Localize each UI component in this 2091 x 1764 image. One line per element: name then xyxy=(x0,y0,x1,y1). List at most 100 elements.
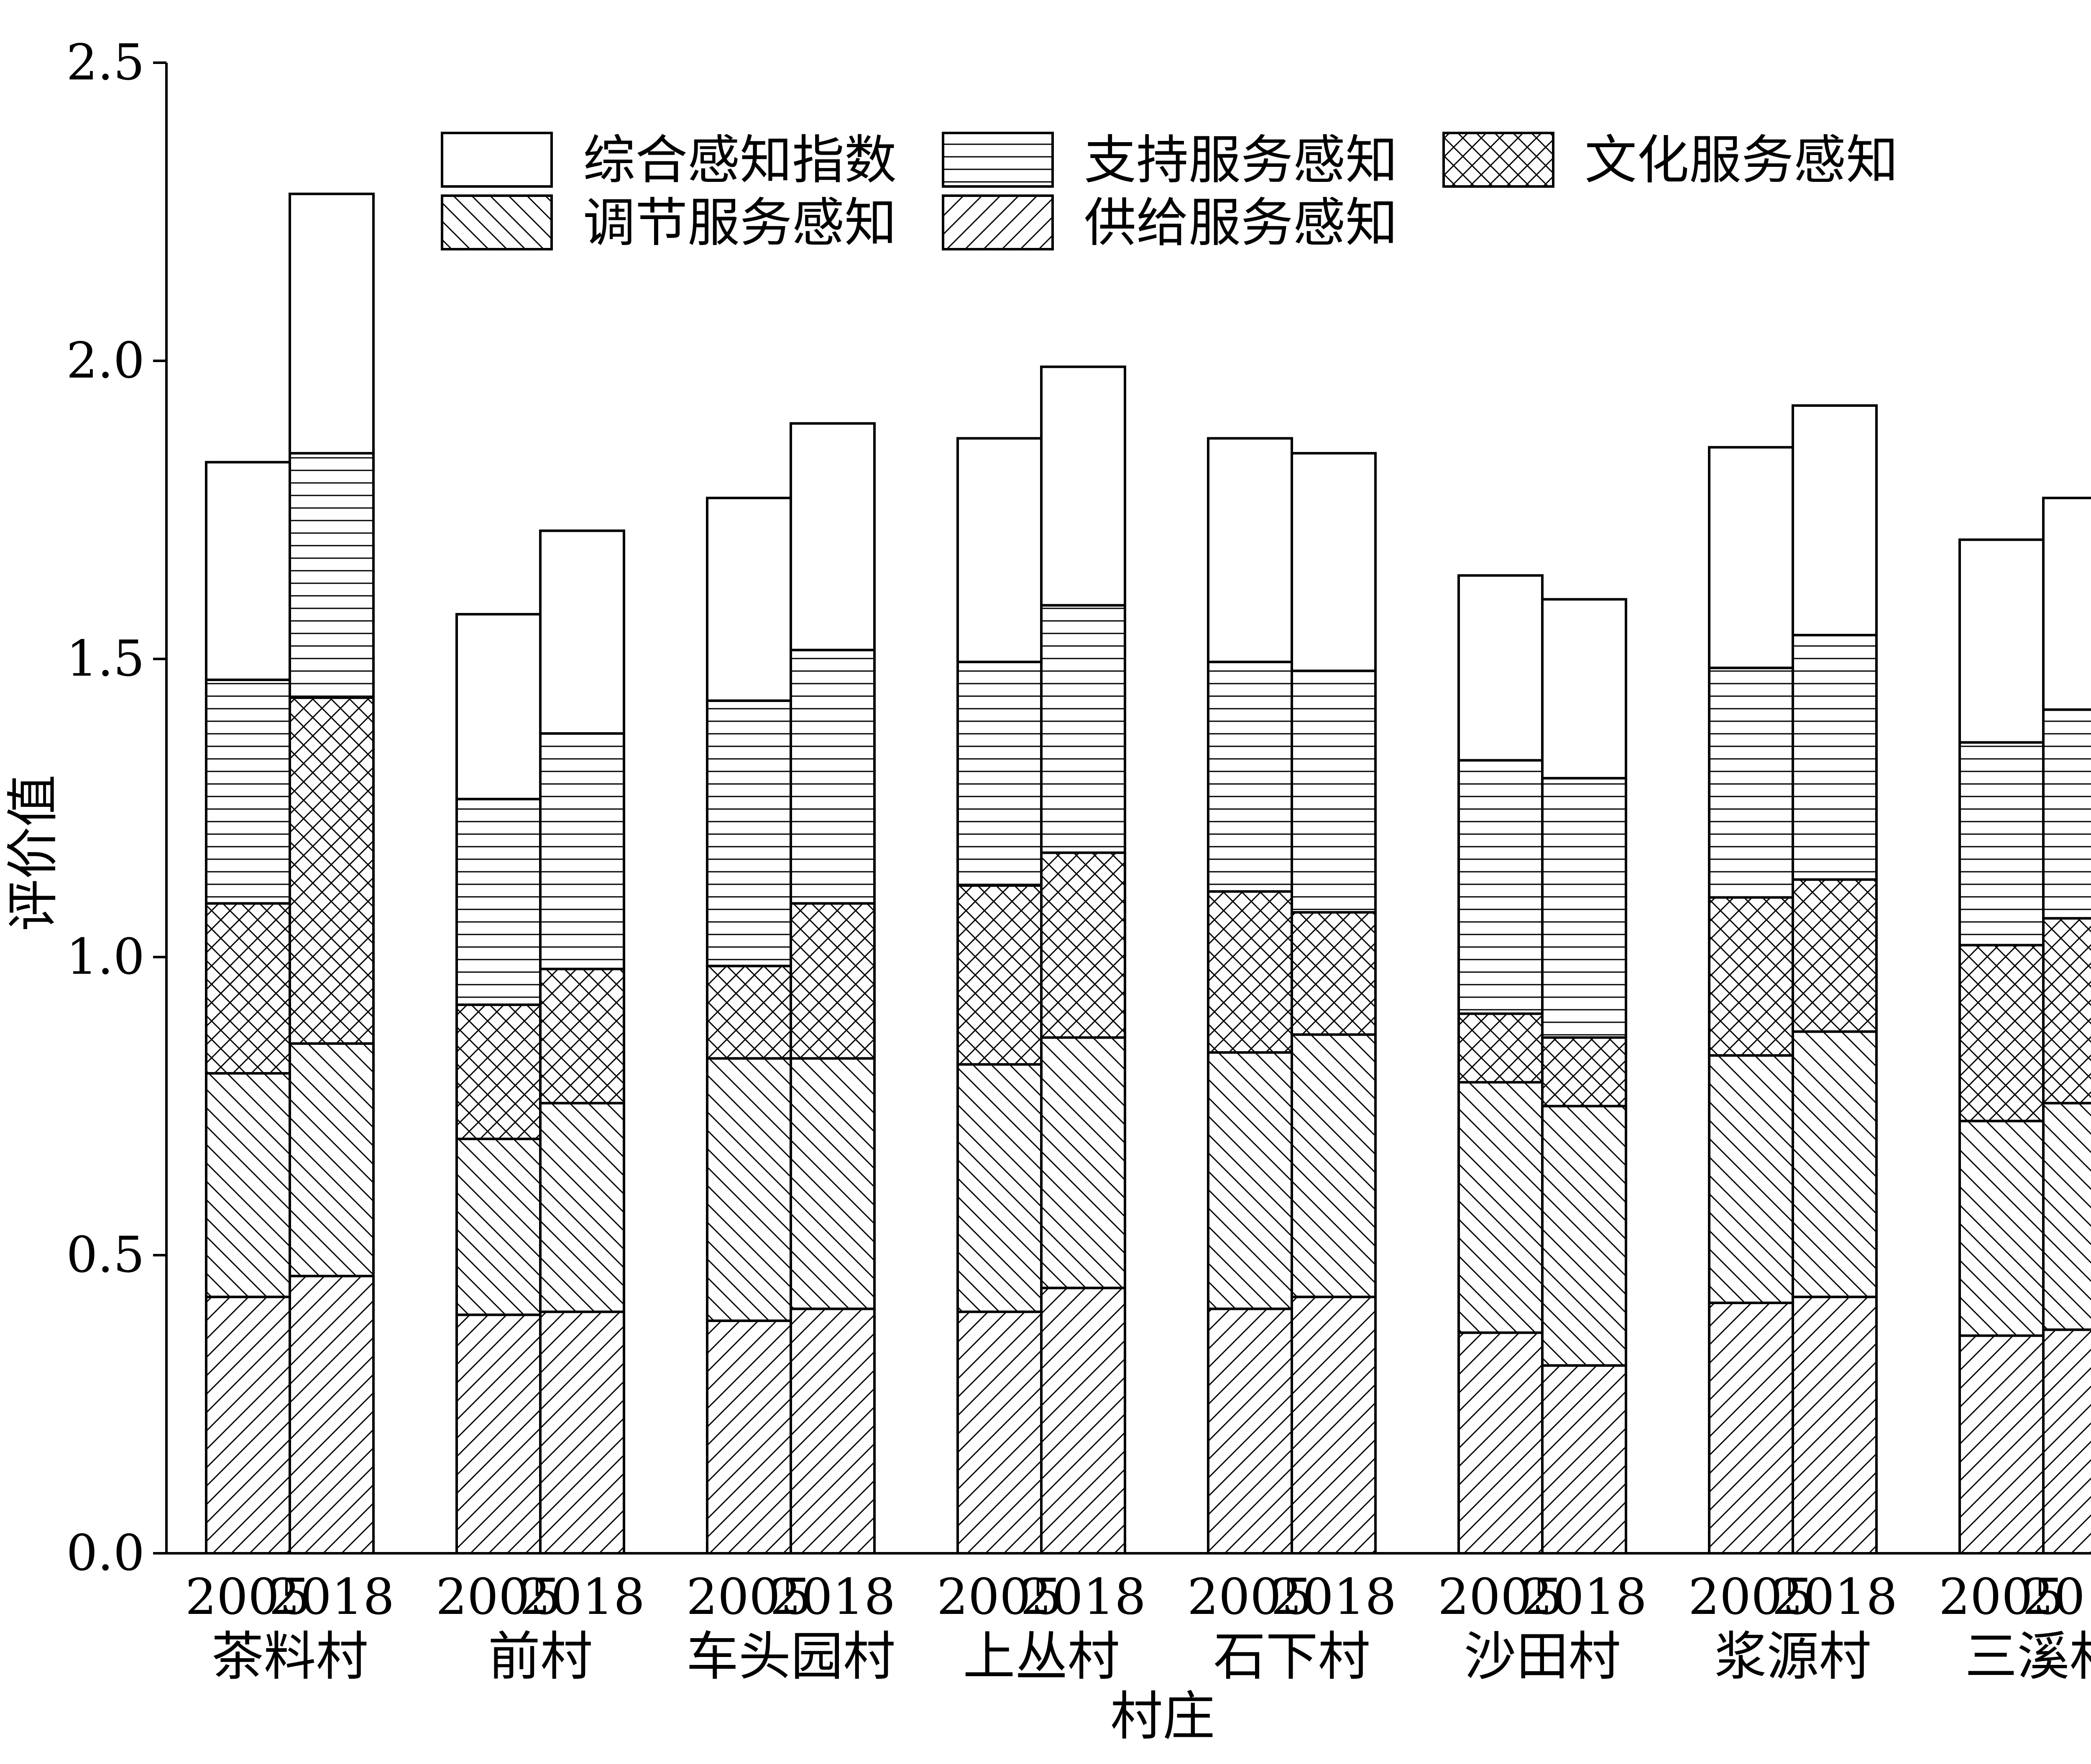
bar-segment xyxy=(2042,708,2091,920)
bar-segment xyxy=(205,1072,291,1298)
bar-segment xyxy=(1792,1295,1878,1555)
bar-segment xyxy=(1207,1051,1293,1310)
x-tick-label-year: 2018 xyxy=(1271,1568,1396,1626)
bar-segment xyxy=(1958,1120,2045,1337)
legend-swatch xyxy=(942,194,1054,250)
bar-segment xyxy=(1958,538,2045,744)
x-tick-label-year: 2005 xyxy=(1187,1568,1313,1626)
x-tick-label-village: 沙田村 xyxy=(1464,1626,1621,1687)
y-tick-label: 0.0 xyxy=(66,1524,145,1582)
x-tick-label-year: 2005 xyxy=(937,1568,1062,1626)
bar-segment xyxy=(1541,777,1627,1039)
bar-segment xyxy=(1207,1307,1293,1555)
bar-segment xyxy=(1457,759,1544,1015)
legend-swatch xyxy=(441,132,553,188)
legend-label: 调节服务感知 xyxy=(583,193,897,253)
x-tick-label-year: 2018 xyxy=(1521,1568,1647,1626)
bar-segment xyxy=(455,1003,542,1140)
bar-segment xyxy=(1040,1287,1126,1555)
bar-segment xyxy=(1792,1030,1878,1298)
bar-segment xyxy=(1291,1295,1377,1555)
bar-segment xyxy=(205,1295,291,1555)
bar-segment xyxy=(2042,496,2091,711)
bar-segment xyxy=(790,1307,876,1555)
bar-segment xyxy=(205,678,291,905)
bar-segment xyxy=(1207,890,1293,1054)
bar-segment xyxy=(1457,574,1544,762)
y-tick-label: 2.0 xyxy=(66,332,145,389)
bar-segment xyxy=(1958,741,2045,947)
bar-segment xyxy=(1207,437,1293,664)
x-axis-label: 村庄 xyxy=(1110,1686,1215,1747)
legend-swatch xyxy=(942,132,1054,188)
bar-segment xyxy=(956,884,1043,1066)
x-tick-label-year: 2005 xyxy=(1688,1568,1814,1626)
x-tick-label-village: 前村 xyxy=(488,1626,593,1687)
y-tick-label: 2.5 xyxy=(66,33,145,91)
bar-segment xyxy=(1040,604,1126,854)
bar-segment xyxy=(205,902,291,1075)
bar-segment xyxy=(956,1310,1043,1555)
bar-segment xyxy=(790,1057,876,1310)
bar-segment xyxy=(1541,1105,1627,1367)
bar-segment xyxy=(1958,1334,2045,1555)
bar-segment xyxy=(289,696,375,1045)
bar-segment xyxy=(1291,452,1377,672)
x-tick-label-year: 2005 xyxy=(1939,1568,2064,1626)
x-tick-label-year: 2018 xyxy=(269,1568,394,1626)
legend-label: 文化服务感知 xyxy=(1585,130,1898,191)
bar-segment xyxy=(706,1057,792,1322)
x-tick-label-year: 2005 xyxy=(436,1568,561,1626)
bar-segment xyxy=(1541,1364,1627,1555)
bar-segment xyxy=(706,1319,792,1555)
bar-segment xyxy=(706,965,792,1060)
bar-segment xyxy=(790,648,876,905)
x-tick-label-village: 浆源村 xyxy=(1715,1626,1871,1687)
bar-segment xyxy=(790,422,876,651)
legend-swatch xyxy=(441,194,553,250)
x-tick-label-year: 2005 xyxy=(185,1568,311,1626)
bar-segment xyxy=(790,902,876,1060)
bar-segment xyxy=(539,968,625,1105)
legend-label: 供给服务感知 xyxy=(1084,193,1398,253)
bar-segment xyxy=(1708,896,1794,1057)
bar-segment xyxy=(956,437,1043,664)
bar-segment xyxy=(956,661,1043,887)
x-tick-label-year: 2005 xyxy=(686,1568,812,1626)
bar-segment xyxy=(539,732,625,970)
bar-segment xyxy=(539,1310,625,1555)
bar-segment xyxy=(2042,1102,2091,1331)
bar-segment xyxy=(289,1042,375,1277)
y-tick-label: 0.5 xyxy=(66,1226,145,1284)
bar-segment xyxy=(1291,911,1377,1036)
legend-swatch xyxy=(1442,132,1554,188)
bar-segment xyxy=(1040,851,1126,1039)
bar-segment xyxy=(1541,1036,1627,1108)
bar-segment xyxy=(1457,1331,1544,1555)
bar-segment xyxy=(1792,878,1878,1033)
bar-segment xyxy=(706,699,792,968)
x-tick-label-year: 2018 xyxy=(1772,1568,1897,1626)
x-tick-label-year: 2005 xyxy=(1438,1568,1563,1626)
bar-segment xyxy=(455,1137,542,1316)
bar-segment xyxy=(1708,1302,1794,1555)
x-tick-label-year: 2018 xyxy=(2022,1568,2091,1626)
x-tick-label-year: 2018 xyxy=(1020,1568,1146,1626)
y-tick-label: 1.5 xyxy=(66,630,145,687)
bar-segment xyxy=(2042,917,2091,1105)
bars xyxy=(205,192,2091,1555)
tick-labels: 0.00.51.01.52.02.520052018茶料村20052018前村2… xyxy=(66,33,2091,1687)
bar-segment xyxy=(1792,633,1878,881)
bar-segment xyxy=(1040,365,1126,607)
legend-label: 综合感知指数 xyxy=(583,130,897,191)
x-tick-label-village: 茶料村 xyxy=(212,1626,368,1687)
bar-segment xyxy=(205,461,291,681)
bar-segment xyxy=(1291,1033,1377,1298)
bar-segment xyxy=(1457,1012,1544,1084)
bar-segment xyxy=(1958,944,2045,1123)
bar-segment xyxy=(1708,1054,1794,1304)
bar-segment xyxy=(289,192,375,455)
bar-segment xyxy=(1291,669,1377,914)
bar-segment xyxy=(455,1313,542,1555)
